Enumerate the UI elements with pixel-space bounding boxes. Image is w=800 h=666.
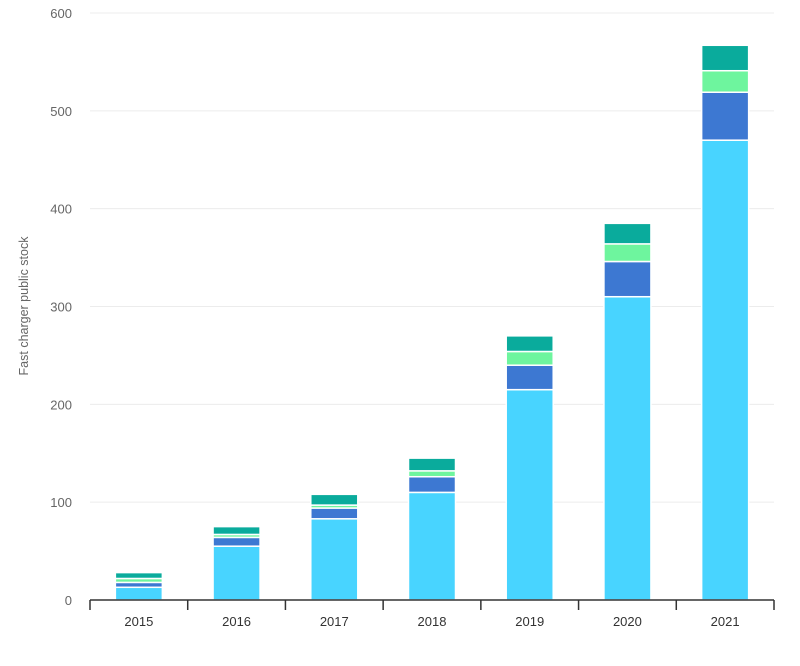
y-tick-label: 400 [50,202,72,217]
bar-segment [505,364,554,391]
bar-segment [310,507,359,520]
bar-segment [114,586,164,601]
x-tick-label: 2020 [613,614,642,629]
x-tick-label: 2015 [124,614,153,629]
bar-segment [603,243,652,263]
bar-segment [407,491,457,601]
bars [114,44,750,601]
x-tick-label: 2021 [711,614,740,629]
bar-segment [212,545,261,601]
x-tick-label: 2016 [222,614,251,629]
bar-segment [310,518,359,601]
x-tick-label: 2019 [515,614,544,629]
y-tick-label: 600 [50,6,72,21]
bar-segment [212,536,261,547]
y-axis-title: Fast charger public stock [17,236,31,376]
x-axis-ticks [89,600,775,610]
bar-segment [114,571,164,580]
bar-segment [310,493,359,506]
bar-segment [603,260,652,298]
y-tick-label: 0 [65,593,72,608]
y-axis-tick-labels: 0 100 200 300 400 500 600 [50,6,72,608]
bar-segment [505,335,554,353]
bar-segment [407,470,457,478]
y-tick-label: 500 [50,104,72,119]
x-axis-tick-labels: 2015 2016 2017 2018 2019 2020 2021 [124,614,739,629]
bar-segment [407,475,457,494]
bar-segment [700,69,750,93]
y-tick-label: 200 [50,397,72,412]
bar-segment [505,388,554,601]
bar-segment [407,457,457,472]
y-tick-label: 300 [50,300,72,315]
x-tick-label: 2018 [418,614,447,629]
x-tick-label: 2017 [320,614,349,629]
bar-segment [603,222,652,245]
bar-segment [700,44,750,72]
bar-segment [603,295,652,601]
gridlines [90,12,774,503]
bar-segment [700,91,750,141]
bar-segment [505,350,554,366]
y-tick-label: 100 [50,495,72,510]
bar-segment [212,525,261,536]
bar-segment [700,139,750,601]
